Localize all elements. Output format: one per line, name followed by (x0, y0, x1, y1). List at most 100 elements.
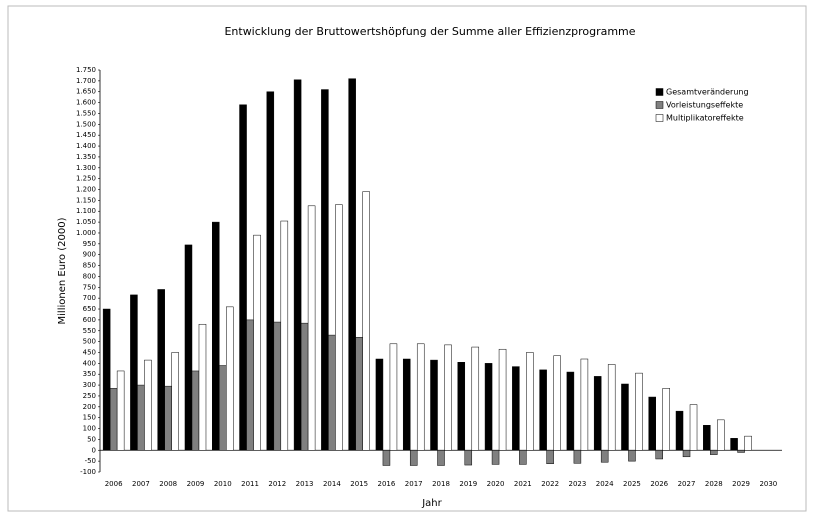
bar (164, 385, 172, 451)
y-tick-label: 1.700 (76, 77, 96, 85)
bar (539, 369, 547, 451)
y-tick-label: 850 (83, 262, 96, 270)
legend-swatch (655, 114, 664, 122)
x-tick-label: 2015 (350, 480, 368, 488)
bar (717, 419, 725, 451)
y-tick-label: 550 (83, 327, 96, 335)
y-tick-label: 450 (83, 348, 96, 356)
x-tick-label: 2023 (568, 480, 586, 488)
bar (512, 366, 520, 451)
x-tick-label: 2012 (268, 480, 286, 488)
y-tick-label: -100 (80, 468, 96, 476)
y-tick-label: 300 (83, 381, 96, 389)
x-tick-label: 2010 (214, 480, 232, 488)
y-tick-label: 800 (83, 272, 96, 280)
bar (266, 91, 275, 451)
y-tick-label: 250 (83, 392, 96, 400)
bar (273, 321, 282, 451)
legend-swatch (655, 101, 664, 109)
y-tick-label: 1.550 (76, 109, 96, 117)
y-tick-label: 150 (83, 414, 96, 422)
bar (157, 289, 165, 451)
y-tick-label: 1.350 (76, 153, 96, 161)
bar (675, 410, 684, 451)
x-tick-label: 2013 (296, 480, 314, 488)
y-tick-label: 1.200 (76, 186, 96, 194)
bar (593, 376, 602, 451)
y-tick-label: 1.100 (76, 207, 96, 215)
bar (328, 334, 336, 451)
x-tick-label: 2018 (432, 480, 450, 488)
bar (184, 244, 193, 451)
bar (464, 450, 473, 466)
bar (491, 450, 500, 465)
bar (703, 425, 711, 451)
y-tick-label: 1.150 (76, 196, 96, 204)
bar (321, 89, 329, 451)
legend-label: Gesamtveränderung (666, 88, 749, 97)
bar (355, 337, 363, 451)
y-tick-label: 500 (83, 338, 96, 346)
x-tick-label: 2024 (596, 480, 614, 488)
bar (191, 370, 200, 451)
bar (655, 450, 663, 460)
y-tick-label: 400 (83, 359, 96, 367)
bar (546, 450, 554, 464)
bar (307, 205, 316, 451)
legend-label: Vorleistungseffekte (666, 101, 743, 110)
x-tick-label: 2008 (159, 480, 177, 488)
x-tick-label: 2007 (132, 480, 150, 488)
y-tick-label: 350 (83, 370, 96, 378)
bar (444, 344, 452, 451)
y-tick-label: 1.600 (76, 99, 96, 107)
y-tick-label: 600 (83, 316, 96, 324)
y-tick-label: 750 (83, 283, 96, 291)
bar (553, 355, 561, 451)
y-tick-label: 700 (83, 294, 96, 302)
x-tick-label: 2011 (241, 480, 259, 488)
x-tick-label: 2021 (514, 480, 532, 488)
bar (628, 450, 636, 462)
legend-swatch (655, 88, 664, 96)
bar (635, 372, 643, 451)
bar (498, 348, 507, 451)
bar (116, 370, 125, 451)
bar (573, 450, 582, 464)
x-tick-label: 2022 (541, 480, 559, 488)
bar (484, 363, 493, 451)
bar (375, 358, 384, 451)
y-tick-label: 0 (92, 446, 96, 454)
bar (737, 450, 745, 453)
legend-label: Multiplikatoreffekte (666, 114, 744, 123)
y-tick-label: 950 (83, 240, 96, 248)
y-tick-label: 1.500 (76, 120, 96, 128)
bar (662, 388, 670, 451)
bar (682, 450, 691, 458)
bar (457, 362, 466, 451)
bar (689, 404, 698, 451)
x-tick-label: 2027 (678, 480, 696, 488)
y-tick-label: 650 (83, 305, 96, 313)
bar (730, 438, 738, 451)
bar (402, 358, 411, 451)
y-tick-label: 1.250 (76, 175, 96, 183)
y-tick-label: 1.450 (76, 131, 96, 139)
bar (212, 221, 220, 451)
x-tick-label: 2020 (487, 480, 505, 488)
x-tick-label: 2017 (405, 480, 423, 488)
x-tick-label: 2025 (623, 480, 641, 488)
bar (239, 104, 247, 451)
x-tick-label: 2029 (732, 480, 750, 488)
bar (253, 234, 261, 451)
y-axis-label: Millionen Euro (2000) (57, 217, 68, 324)
y-tick-label: 1.050 (76, 218, 96, 226)
bar (519, 450, 527, 465)
bar (409, 450, 418, 466)
bar (600, 450, 609, 463)
bar (382, 450, 391, 466)
x-tick-label: 2028 (705, 480, 723, 488)
bar (710, 450, 718, 455)
y-tick-label: 50 (87, 435, 96, 443)
bar (280, 220, 289, 451)
